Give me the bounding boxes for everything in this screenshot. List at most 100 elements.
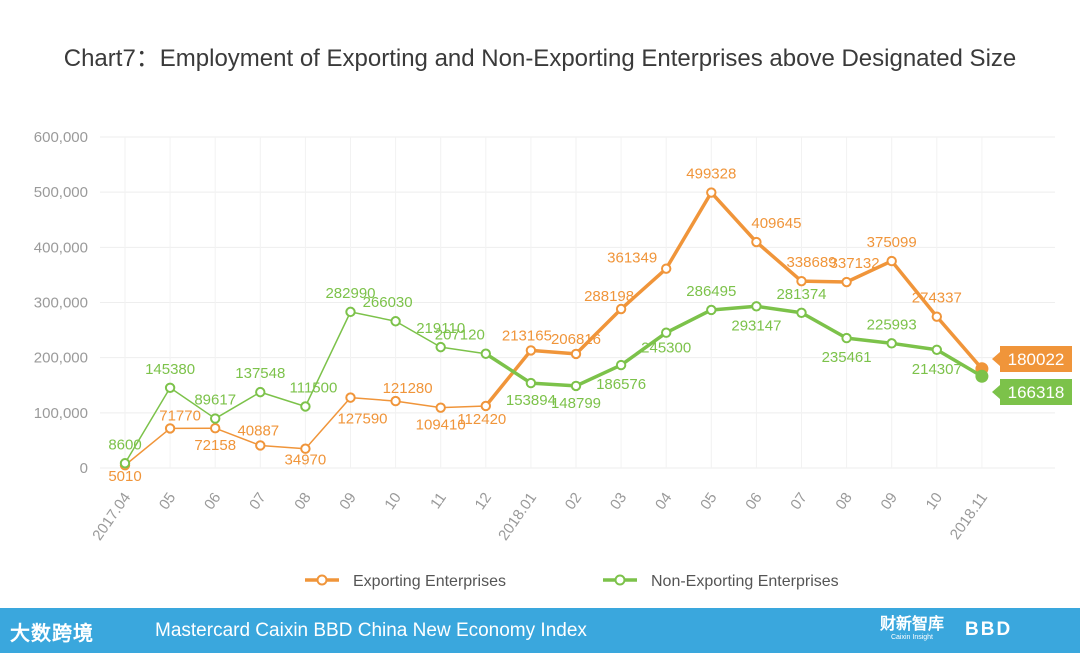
data-label: 148799 <box>551 395 601 412</box>
series-line-segment <box>394 320 442 348</box>
data-point <box>435 402 446 413</box>
x-tick-label: 09 <box>877 490 900 513</box>
series-line-segment <box>484 348 533 408</box>
data-label: 214307 <box>912 361 962 378</box>
series-line-segment <box>664 308 714 335</box>
x-tick-label: 04 <box>652 490 675 513</box>
data-label: 5010 <box>108 468 141 485</box>
y-tick-label: 400,000 <box>34 239 88 256</box>
series-line-segment <box>709 190 759 244</box>
caixin-insight-logo: 财新智库 Caixin Insight <box>880 617 944 642</box>
series-line-segment <box>935 314 984 371</box>
series-line-segment <box>304 311 352 408</box>
data-label: 281374 <box>776 286 826 303</box>
data-point <box>570 348 582 360</box>
data-label: 375099 <box>867 234 917 251</box>
data-point <box>345 306 356 318</box>
x-tick-label: 10 <box>381 490 404 513</box>
data-point <box>435 341 446 353</box>
y-tick-label: 600,000 <box>34 129 88 146</box>
x-tick-label: 06 <box>742 490 765 513</box>
y-tick-label: 500,000 <box>34 184 88 201</box>
series-line-segment <box>844 259 894 284</box>
y-tick-label: 100,000 <box>34 405 88 422</box>
data-point <box>525 377 537 389</box>
x-tick-label: 11 <box>427 490 450 513</box>
series-line-segment <box>259 444 307 450</box>
data-label: 282990 <box>325 285 375 302</box>
series-line-segment <box>439 405 487 409</box>
x-tick-label: 10 <box>923 490 946 513</box>
data-label: 337132 <box>830 255 880 272</box>
data-label: 409645 <box>751 215 801 232</box>
y-tick-label: 300,000 <box>34 295 88 312</box>
data-label: 137548 <box>235 365 285 382</box>
series-line-segment <box>889 341 939 352</box>
data-label: 186576 <box>596 376 646 393</box>
series-line-segment <box>529 348 578 356</box>
data-point <box>931 344 942 355</box>
data-label: 34970 <box>285 452 327 469</box>
y-tick-label: 200,000 <box>34 350 88 367</box>
legend-label: Non-Exporting Enterprises <box>651 573 839 590</box>
data-point <box>796 275 807 287</box>
data-point <box>886 338 897 349</box>
data-label: 235461 <box>822 349 872 366</box>
data-label: 225993 <box>867 316 917 333</box>
footer-text: Mastercard Caixin BBD China New Economy … <box>155 620 587 641</box>
data-label: 207120 <box>435 327 485 344</box>
x-tick-label: 05 <box>697 490 720 513</box>
data-point <box>390 395 401 407</box>
series-line-segment <box>529 381 578 388</box>
x-tick-label: 07 <box>246 490 269 513</box>
series-line-segment <box>799 279 849 284</box>
data-point <box>841 276 852 288</box>
series-line-segment <box>664 190 714 271</box>
data-point <box>480 348 491 359</box>
footer-bar: 大数跨境 Mastercard Caixin BBD China New Eco… <box>0 608 1080 653</box>
data-label: 145380 <box>145 361 195 378</box>
data-point <box>975 369 989 383</box>
data-label: 206816 <box>551 331 601 348</box>
data-point <box>706 187 717 198</box>
series-line-segment <box>889 259 939 319</box>
end-value-tag <box>992 346 1072 372</box>
x-tick-label: 2017.04 <box>89 490 134 544</box>
data-point <box>345 392 356 403</box>
series-line-segment <box>349 396 397 402</box>
data-label: 71770 <box>159 407 201 424</box>
data-point <box>796 307 807 318</box>
series-line-segment <box>169 387 216 420</box>
series-line-segment <box>709 304 759 312</box>
series-line-segment <box>349 311 397 322</box>
data-label: 499328 <box>686 166 736 183</box>
data-point <box>210 413 221 424</box>
data-point <box>525 345 537 356</box>
data-label: 89617 <box>194 392 236 409</box>
x-tick-label: 03 <box>607 490 630 513</box>
series-line-segment <box>304 396 352 450</box>
data-point <box>886 255 897 267</box>
x-tick-label: 06 <box>201 490 224 513</box>
data-point <box>255 386 266 398</box>
caixin-logo-text: 财新智库 <box>880 616 945 633</box>
legend-marker <box>614 574 626 586</box>
end-value-label: 180022 <box>1008 350 1065 369</box>
data-label: 293147 <box>731 317 781 334</box>
data-point <box>751 301 762 312</box>
series-line-segment <box>259 391 307 408</box>
series-line-segment <box>754 304 804 315</box>
series-line-segment <box>124 387 171 465</box>
data-point <box>164 382 176 393</box>
end-value-label: 166318 <box>1008 383 1065 402</box>
data-label: 288198 <box>584 288 634 305</box>
data-point <box>300 443 311 454</box>
data-label: 245300 <box>641 340 691 357</box>
data-label: 8600 <box>108 436 141 453</box>
data-point <box>480 400 491 412</box>
data-label: 121280 <box>383 380 433 397</box>
series-line-segment <box>574 307 623 356</box>
data-point <box>841 332 852 344</box>
data-point <box>751 236 762 248</box>
x-tick-label: 08 <box>291 490 314 513</box>
